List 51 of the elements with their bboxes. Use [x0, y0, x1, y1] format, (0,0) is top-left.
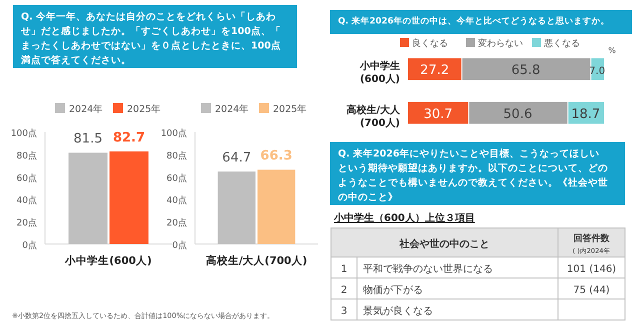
- data-label: 65.8: [511, 63, 540, 78]
- bar: [469, 102, 568, 124]
- legend-label: 2024年: [69, 103, 104, 115]
- y-tick-label: 小中学生 (600人): [359, 60, 400, 86]
- y-tick-label: 80点: [166, 150, 187, 162]
- legend-label: 2025年: [127, 103, 162, 115]
- text: 社会や世の中のこと: [398, 238, 490, 250]
- bar: [408, 102, 468, 124]
- data-label: 81.5: [74, 132, 102, 147]
- y-tick-label: 高校生/大人 (700人): [346, 104, 401, 129]
- chart-title: Q. 来年2026年の世の中は、今年と比べてどうなると思いますか。: [338, 16, 610, 27]
- text: Q. 来年2026年にやりたいことや目標、こうなってほしいという期待や願望はありますか。以下のことについて、どのようなことでも構いませんので教えてください。《社会や世の中のこと》: [338, 148, 608, 203]
- data-label: 66.3: [260, 148, 292, 164]
- y-tick-label: 40点: [166, 195, 187, 206]
- y-tick-label: 40点: [16, 195, 37, 206]
- data-label: 30.7: [424, 106, 453, 122]
- x-axis-title: %: [608, 46, 616, 55]
- text: 1: [340, 264, 348, 275]
- y-tick-label: 60点: [166, 172, 187, 184]
- y-tick-label: 80点: [16, 150, 37, 162]
- bar: [462, 58, 590, 80]
- data-label: 18.7: [571, 106, 600, 122]
- data-label: 82.7: [112, 130, 146, 146]
- text: 回答件数: [574, 233, 610, 244]
- text: 3: [340, 306, 348, 317]
- x-tick-label: 高校生/大人(700人): [206, 254, 308, 267]
- chart-title: Q. 今年一年、あなたは自分のことをどれくらい「しあわせ」だと感じましたか。「すごくしあわせ」を100点、「まったくしあわせではない」を０点としたときに、100点満点で答えてください。: [20, 10, 281, 66]
- data-label: 64.7: [222, 150, 252, 166]
- category-label: 物価が下がる: [363, 285, 423, 296]
- bar: [408, 58, 462, 80]
- text: 小中学生（600人）上位３項目: [333, 212, 475, 224]
- data-label: 50.6: [503, 106, 532, 122]
- text: 75 (44): [573, 285, 610, 296]
- y-tick-label: 20点: [16, 218, 37, 229]
- y-tick-label: 100点: [10, 128, 37, 139]
- y-tick-label: 0点: [22, 240, 37, 251]
- y-tick-label: 20点: [166, 218, 187, 229]
- text: 2: [340, 285, 348, 296]
- category-label: 平和で戦争のない世界になる: [363, 263, 493, 275]
- legend-label: 2024年: [215, 103, 250, 115]
- text: 101 (146): [566, 264, 616, 275]
- legend-label: 変わらない: [478, 38, 523, 49]
- y-tick-label: 60点: [16, 172, 37, 184]
- legend-label: 良くなる: [412, 38, 448, 49]
- category-label: 景気が良くなる: [363, 305, 433, 317]
- y-tick-label: 0点: [172, 240, 187, 251]
- x-tick-label: 小中学生(600人): [64, 254, 152, 267]
- data-label: 27.2: [420, 63, 450, 78]
- legend-label: 2025年: [273, 103, 308, 115]
- legend-label: 悪くなる: [543, 38, 580, 49]
- y-tick-label: 100点: [160, 128, 187, 139]
